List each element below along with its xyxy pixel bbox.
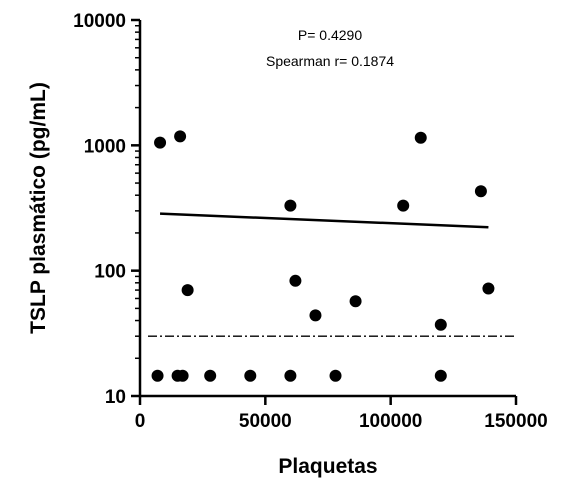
data-point-10: [289, 274, 302, 287]
data-points: [151, 130, 495, 382]
spearman-annotation: Spearman r= 0.1874: [266, 53, 394, 69]
data-point-15: [414, 131, 427, 144]
data-point-5: [176, 369, 189, 382]
x-tick-label-2: 100000: [359, 411, 422, 432]
data-point-16: [434, 318, 447, 331]
data-point-6: [204, 369, 217, 382]
data-point-1: [174, 130, 187, 143]
data-point-3: [151, 369, 164, 382]
data-point-12: [329, 369, 342, 382]
data-point-19: [482, 282, 495, 295]
x-tick-label-3: 150000: [484, 411, 547, 432]
data-point-2: [181, 284, 194, 297]
data-point-13: [349, 295, 362, 308]
x-axis: 0 50000 100000 150000: [135, 394, 548, 432]
data-point-14: [397, 199, 410, 212]
data-point-11: [309, 309, 322, 322]
y-tick-label-0: 10: [105, 387, 126, 408]
data-point-7: [244, 369, 257, 382]
data-point-17: [434, 369, 447, 382]
plot-area: [148, 130, 516, 382]
x-tick-label-0: 0: [135, 411, 146, 432]
data-point-0: [154, 136, 167, 149]
y-tick-label-3: 10000: [73, 11, 126, 32]
data-point-8: [284, 199, 297, 212]
data-point-9: [284, 369, 297, 382]
x-tick-label-1: 50000: [239, 411, 292, 432]
x-axis-title: Plaquetas: [278, 455, 377, 478]
data-point-18: [474, 185, 487, 198]
y-axis: 10 100 1000 10000: [73, 11, 142, 408]
y-tick-label-1: 100: [94, 262, 126, 283]
y-tick-label-2: 1000: [84, 136, 126, 157]
regression-line: [160, 212, 489, 229]
y-axis-title: TSLP plasmático (pg/mL): [27, 82, 50, 334]
p-value-annotation: P= 0.4290: [298, 27, 362, 43]
